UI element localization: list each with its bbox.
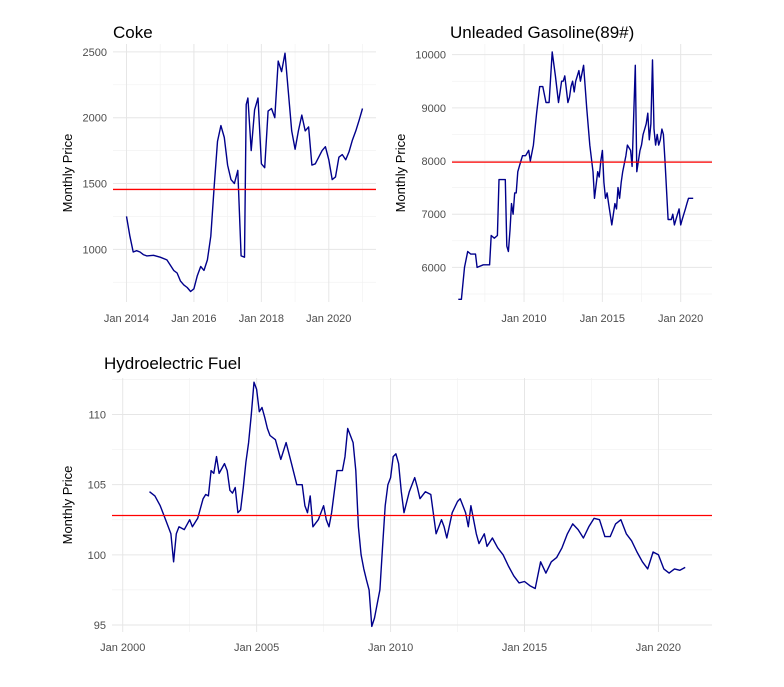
x-tick-label: Jan 2020	[658, 313, 703, 325]
panel-hydro: 95 100 105 110 Jan 2000 Jan 2005 Jan 2010 Jan 2…	[60, 354, 712, 654]
panel-gasoline: 6000 7000 8000 9000 10000 Jan 2010 Jan 2015 Jan…	[393, 23, 712, 325]
x-tick-label: Jan 2014	[104, 313, 149, 325]
series-line-hydro	[149, 381, 686, 628]
x-tick-label: Jan 2016	[171, 313, 216, 325]
x-tick-label: Jan 2015	[580, 313, 625, 325]
y-tick-label: 2000	[83, 113, 107, 125]
x-tick-label: Jan 2020	[636, 642, 681, 654]
y-tick-label: 1000	[83, 244, 107, 256]
y-tick-label: 100	[88, 550, 106, 562]
x-tick-label: Jan 2010	[368, 642, 413, 654]
y-tick-label: 10000	[415, 50, 446, 62]
x-tick-label: Jan 2000	[100, 642, 145, 654]
y-tick-label: 7000	[422, 209, 446, 221]
y-tick-label: 105	[88, 480, 106, 492]
y-tick-label: 95	[94, 620, 106, 632]
x-tick-label: Jan 2018	[239, 313, 284, 325]
y-tick-label: 6000	[422, 262, 446, 274]
panel-coke: 1000 1500 2000 2500 Jan 2014 Jan 2016 Jan 2018…	[60, 23, 376, 325]
x-tick-label: Jan 2020	[306, 313, 351, 325]
y-axis-title-gasoline: Monthly Price	[393, 134, 408, 213]
series-line-gasoline	[458, 51, 694, 300]
x-tick-label: Jan 2015	[502, 642, 547, 654]
y-tick-label: 9000	[422, 103, 446, 115]
panel-title-coke: Coke	[113, 23, 153, 42]
panel-title-gasoline: Unleaded Gasoline(89#)	[450, 23, 634, 42]
series-line-coke	[125, 52, 364, 293]
x-tick-label: Jan 2005	[234, 642, 279, 654]
x-tick-label: Jan 2010	[501, 313, 546, 325]
y-tick-label: 2500	[83, 47, 107, 59]
y-tick-label: 1500	[83, 179, 107, 191]
y-axis-title-coke: Monthly Price	[60, 134, 75, 213]
panel-title-hydro: Hydroelectric Fuel	[104, 354, 241, 373]
y-axis-title-hydro: Monthly Price	[60, 466, 75, 545]
y-tick-label: 110	[88, 409, 106, 421]
y-tick-label: 8000	[422, 156, 446, 168]
